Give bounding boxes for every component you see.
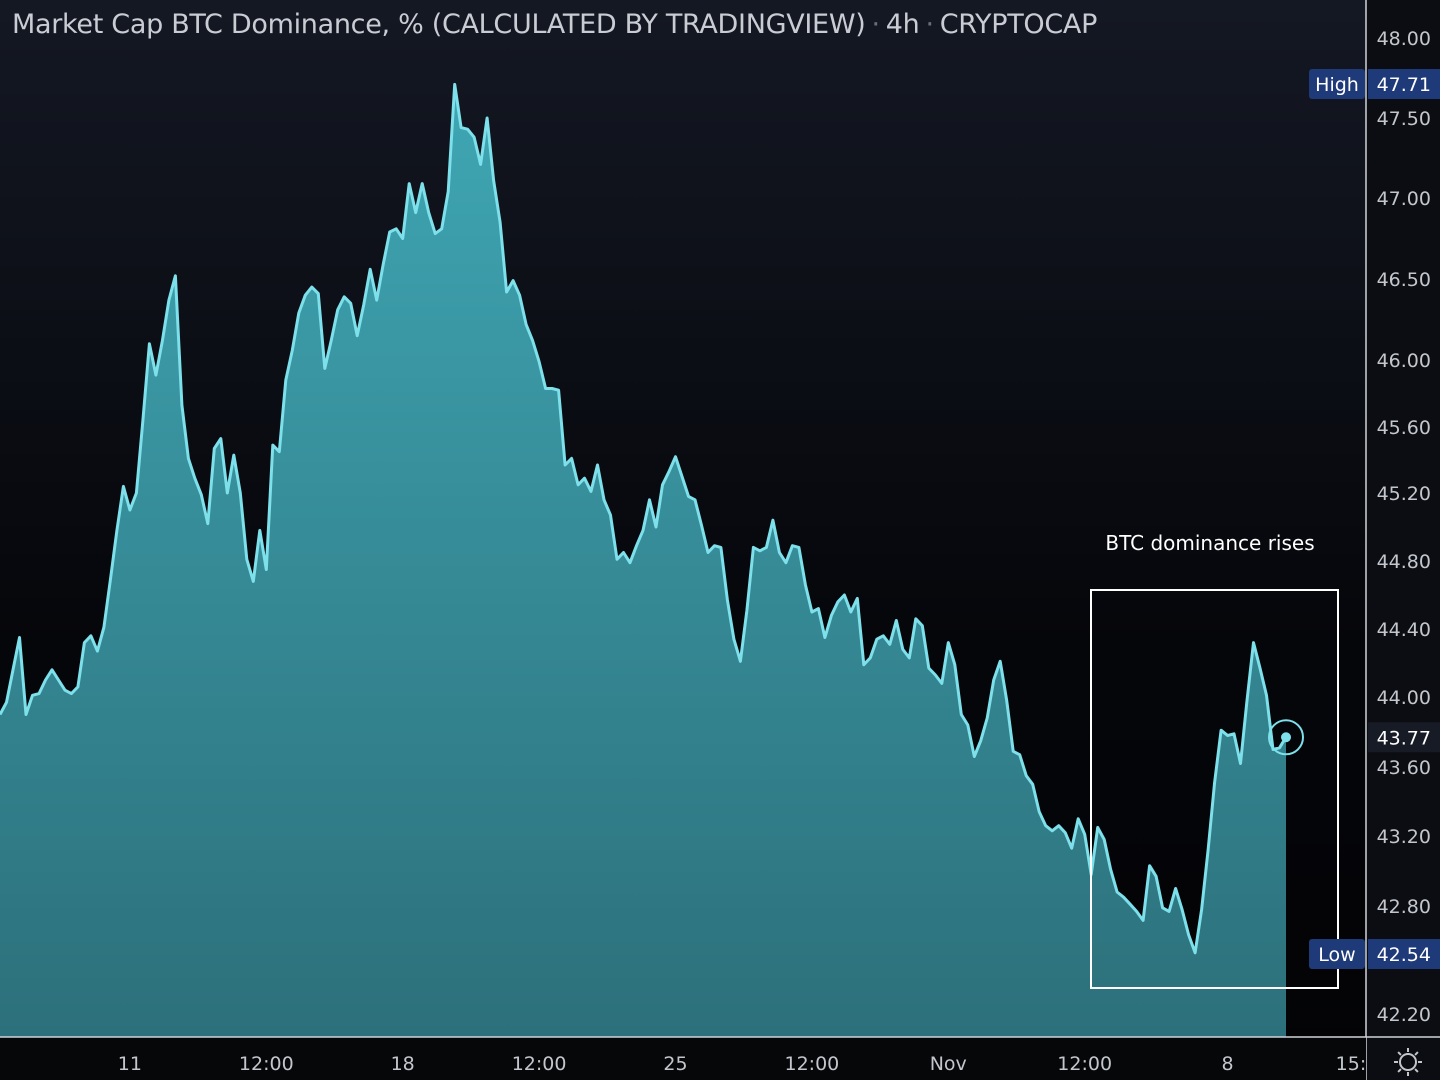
x-tick-label: 8: [1222, 1053, 1234, 1075]
separator: ·: [871, 9, 880, 40]
x-tick-label: 15:: [1336, 1053, 1367, 1075]
low-value: 42.54: [1377, 944, 1431, 966]
x-tick-label: 18: [391, 1053, 415, 1075]
y-tick-label: 46.50: [1377, 269, 1431, 291]
x-tick-label: Nov: [930, 1053, 967, 1075]
x-tick-label: 12:00: [239, 1053, 294, 1075]
low-label: Low: [1318, 944, 1355, 966]
y-tick-label: 43.20: [1377, 826, 1431, 848]
symbol-title: Market Cap BTC Dominance, % (CALCULATED …: [12, 9, 866, 40]
price-scale[interactable]: [1366, 0, 1440, 1080]
x-tick-label: 25: [663, 1053, 687, 1075]
annotation-text[interactable]: BTC dominance rises: [1105, 531, 1314, 555]
x-tick-label: 12:00: [512, 1053, 567, 1075]
x-tick-label: 11: [118, 1053, 142, 1075]
last-price-value: 43.77: [1377, 727, 1431, 749]
series-line: [0, 82, 1288, 955]
interval-label[interactable]: 4h: [885, 9, 920, 40]
high-value: 47.71: [1377, 74, 1431, 96]
time-scale[interactable]: [0, 1037, 1366, 1080]
last-price-bg: [1368, 722, 1440, 753]
y-tick-label: 48.00: [1377, 28, 1431, 50]
x-tick-label: 12:00: [784, 1053, 839, 1075]
y-tick-label: 42.20: [1377, 1004, 1431, 1026]
settings-gear-icon[interactable]: [1394, 1048, 1422, 1076]
high-label-bg: [1309, 69, 1365, 99]
low-label-bg: [1309, 939, 1365, 969]
y-tick-label: 46.00: [1377, 350, 1431, 372]
high-value-bg: [1368, 69, 1440, 99]
y-tick-label: 47.00: [1377, 188, 1431, 210]
y-tick-label: 44.00: [1377, 687, 1431, 709]
low-value-bg: [1368, 939, 1440, 969]
y-tick-label: 47.50: [1377, 108, 1431, 130]
y-tick-label: 43.60: [1377, 757, 1431, 779]
y-tick-label: 45.20: [1377, 483, 1431, 505]
chart-title: Market Cap BTC Dominance, % (CALCULATED …: [12, 9, 1097, 40]
x-tick-label: 12:00: [1057, 1053, 1112, 1075]
separator: ·: [925, 9, 934, 40]
last-price-dot: [1281, 732, 1292, 743]
y-tick-label: 44.40: [1377, 619, 1431, 641]
high-label: High: [1315, 74, 1359, 96]
y-tick-label: 42.80: [1377, 896, 1431, 918]
area-fill: [0, 84, 1286, 1037]
y-tick-label: 45.60: [1377, 417, 1431, 439]
annotation-box[interactable]: [1090, 589, 1339, 989]
last-price-ring: [1268, 719, 1305, 756]
exchange-label: CRYPTOCAP: [939, 9, 1098, 40]
y-tick-label: 44.80: [1377, 551, 1431, 573]
